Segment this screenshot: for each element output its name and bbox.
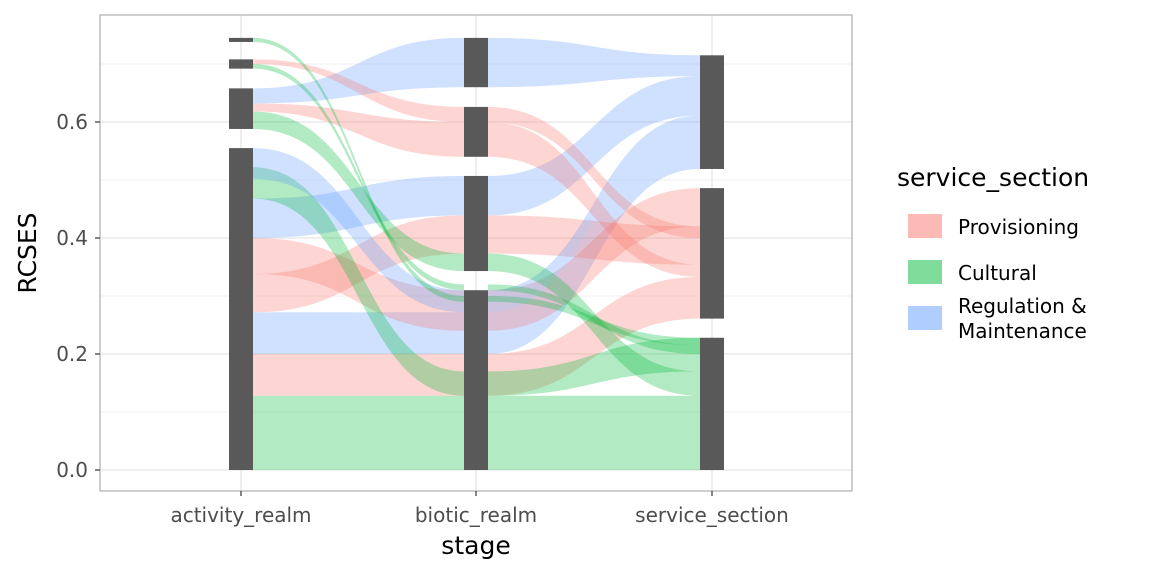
- flow-10-segment-0: [253, 37, 464, 104]
- flow-0-segment-1: [488, 395, 700, 470]
- legend-title: service_section: [897, 163, 1089, 192]
- flow-12-segment-0: [253, 59, 464, 122]
- stratum-1-0: [464, 290, 488, 470]
- stratum-1-3: [464, 37, 488, 88]
- x-tick-label: biotic_realm: [415, 503, 537, 527]
- flows: [253, 37, 700, 470]
- y-tick-label: 0.4: [56, 226, 88, 250]
- flow-9-segment-1: [488, 122, 700, 277]
- flow-2-segment-1: [488, 127, 700, 354]
- flow-5-segment-0: [253, 175, 464, 238]
- flow-4-segment-1: [488, 188, 700, 331]
- legend-label: Maintenance: [958, 319, 1087, 343]
- flow-1-segment-0: [253, 354, 464, 396]
- flow-2-segment-0: [253, 312, 464, 354]
- legend-key: [908, 306, 942, 330]
- legend-key: [908, 260, 942, 284]
- legend: service_section Provisioning Cultural Regu…: [897, 163, 1089, 343]
- flow-8-segment-0: [253, 111, 464, 272]
- stratum-1-2: [464, 106, 488, 157]
- stratum-2-0: [700, 337, 724, 470]
- flow-7-segment-1: [488, 115, 700, 313]
- stratum-0-0: [229, 148, 253, 470]
- flow-6-segment-0: [253, 167, 464, 396]
- stratum-0-3: [229, 37, 253, 42]
- x-axis-title: stage: [441, 531, 510, 560]
- flow-3-segment-0: [253, 215, 464, 313]
- flow-7-segment-0: [253, 148, 464, 313]
- stratum-0-1: [229, 88, 253, 129]
- flow-5-segment-1: [488, 76, 700, 216]
- flow-8-segment-1: [488, 253, 700, 396]
- strata: [229, 37, 724, 470]
- flow-10-segment-1: [488, 37, 700, 88]
- axes: 0.0 0.2 0.4 0.6 activity_realm biotic_realm se…: [56, 110, 789, 527]
- y-tick-label: 0.0: [56, 458, 88, 482]
- stratum-0-2: [229, 59, 253, 69]
- stratum-2-2: [700, 55, 724, 169]
- y-tick-label: 0.2: [56, 342, 88, 366]
- flow-4-segment-0: [253, 238, 464, 331]
- legend-label: Cultural: [958, 261, 1037, 285]
- legend-label: Provisioning: [958, 215, 1079, 239]
- flow-0-segment-0: [253, 395, 464, 470]
- legend-key: [908, 214, 942, 238]
- stratum-1-1: [464, 175, 488, 272]
- flow-11-segment-0: [253, 64, 464, 291]
- flow-6-segment-1: [488, 337, 700, 396]
- stratum-2-1: [700, 188, 724, 319]
- y-axis-title: RCSES: [13, 212, 42, 293]
- flow-1-segment-1: [488, 276, 700, 396]
- legend-label: Regulation &: [958, 294, 1087, 318]
- flow-13-segment-1: [488, 296, 700, 346]
- flow-9-segment-0: [253, 103, 464, 157]
- x-tick-label: activity_realm: [170, 503, 311, 527]
- flow-3-segment-1: [488, 215, 700, 265]
- x-tick-label: service_section: [635, 503, 789, 527]
- y-tick-label: 0.6: [56, 110, 88, 134]
- flow-12-segment-1: [488, 106, 700, 238]
- flow-11-segment-1: [488, 284, 700, 354]
- flow-13-segment-0: [253, 37, 464, 302]
